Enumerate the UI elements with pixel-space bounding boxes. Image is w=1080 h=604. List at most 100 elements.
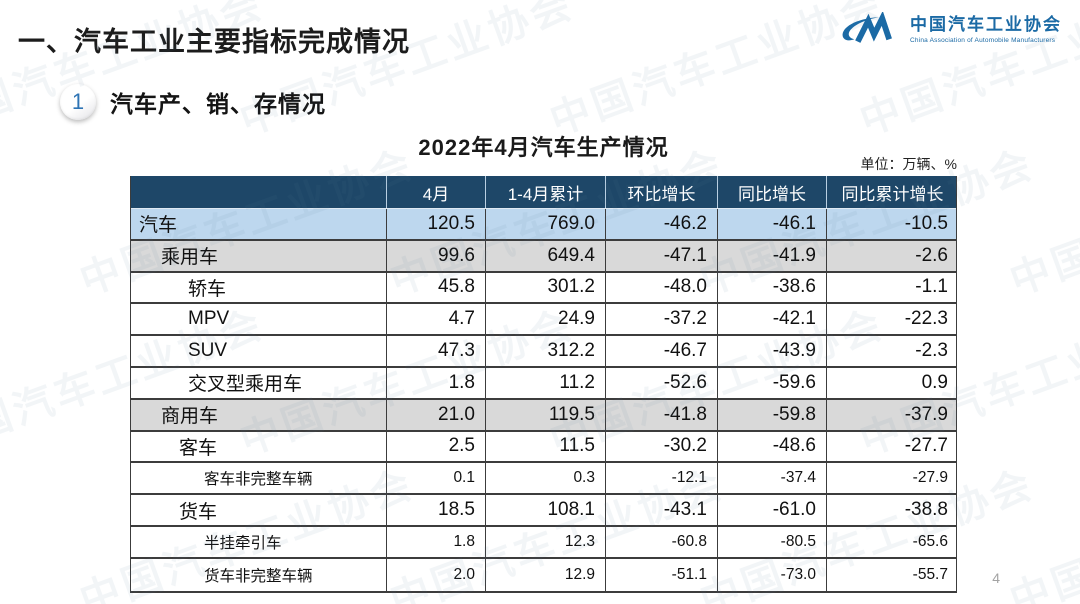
page-title: 一、汽车工业主要指标完成情况 (18, 27, 410, 57)
table-title: 2022年4月汽车生产情况 (418, 135, 669, 160)
row-label: 客车 (131, 431, 387, 462)
cell-month: 1.8 (387, 367, 486, 398)
section-title: 汽车产、销、存情况 (110, 91, 326, 117)
cell-yoy-cum: -2.3 (915, 340, 948, 362)
section-number-badge: 1 (60, 84, 96, 120)
cell-cumulative: 12.3 (486, 526, 606, 557)
cell-yoy-cum: -2.6 (915, 244, 948, 266)
cell-mom: -46.7 (606, 336, 718, 366)
row-label: 半挂牵引车 (131, 526, 387, 557)
production-table: 4月 1-4月累计 环比增长 同比增长 同比累计增长 汽车 120.5 769.… (130, 176, 957, 593)
cell-cumulative: 0.3 (486, 463, 606, 494)
row-label: 乘用车 (131, 240, 387, 271)
cell-month: 21.0 (387, 399, 486, 430)
cell-mom: -60.8 (606, 526, 718, 557)
cam-swoosh-icon (838, 12, 902, 48)
table-row: 汽车 120.5 769.0 -46.2 -46.1 -10.5 (131, 209, 956, 241)
row-label: 货车 (131, 495, 387, 525)
table-row: SUV 47.3 312.2 -46.7 -43.9 -2.3 (131, 336, 956, 368)
table-row: 轿车 45.8 301.2 -48.0 -38.6 -1.1 (131, 272, 956, 305)
row-label: 货车非完整车辆 (131, 558, 387, 591)
cell-yoy: -61.0 (718, 495, 827, 525)
cell-yoy: -43.9 (718, 336, 827, 366)
cell-cumulative: 11.5 (486, 431, 606, 462)
cell-yoy-cum: -38.8 (904, 499, 948, 521)
cell-yoy: -46.1 (718, 209, 827, 239)
cell-mom: -47.1 (606, 240, 718, 271)
association-logo: 中国汽车工业协会 China Association of Automobile… (838, 12, 1062, 48)
cell-month: 2.5 (387, 431, 486, 462)
row-label: MPV (131, 304, 387, 335)
cell-cumulative: 12.9 (486, 558, 606, 591)
cell-yoy-cum: -10.5 (904, 212, 948, 234)
table-row: 客车 2.5 11.5 -30.2 -48.6 -27.7 (131, 431, 956, 464)
row-label: 商用车 (131, 399, 387, 430)
header-cell-yoy: 同比增长 (718, 176, 827, 208)
cell-month: 47.3 (387, 336, 486, 366)
cell-yoy-cum: -1.1 (915, 276, 948, 298)
cell-yoy-cum: 0.9 (921, 371, 948, 393)
cell-mom: -12.1 (606, 463, 718, 494)
cell-yoy: -73.0 (718, 558, 827, 591)
cell-yoy: -37.4 (718, 463, 827, 494)
cell-month: 120.5 (387, 209, 486, 239)
cell-cumulative: 108.1 (486, 495, 606, 525)
row-label: 交叉型乘用车 (131, 367, 387, 398)
watermark-text: 中国汽车工业协会 (1004, 461, 1080, 604)
cell-month: 45.8 (387, 272, 486, 303)
cell-mom: -52.6 (606, 367, 718, 398)
cell-cumulative: 312.2 (486, 336, 606, 366)
table-row: 货车非完整车辆 2.0 12.9 -51.1 -73.0 -55.7 (131, 558, 956, 591)
cell-month: 4.7 (387, 304, 486, 335)
logo-text: 中国汽车工业协会 China Association of Automobile… (910, 15, 1062, 44)
cell-yoy-cum: -27.9 (912, 469, 948, 487)
cell-cumulative: 24.9 (486, 304, 606, 335)
header-cell-yoy-cum: 同比累计增长 (841, 184, 944, 204)
cell-yoy-cum: -22.3 (904, 308, 948, 330)
cell-yoy: -41.9 (718, 240, 827, 271)
cell-cumulative: 769.0 (486, 209, 606, 239)
watermark-text: 中国汽车工业协会 (1004, 141, 1080, 304)
cell-yoy: -48.6 (718, 431, 827, 462)
cell-mom: -48.0 (606, 272, 718, 303)
cell-yoy-cum: -27.7 (904, 435, 948, 457)
cell-month: 99.6 (387, 240, 486, 271)
page-number: 4 (992, 570, 1000, 586)
table-header-row: 4月 1-4月累计 环比增长 同比增长 同比累计增长 (131, 176, 956, 209)
logo-cn-name: 中国汽车工业协会 (910, 15, 1062, 35)
cell-yoy: -59.8 (718, 399, 827, 430)
row-label: 客车非完整车辆 (131, 463, 387, 494)
table-row: 半挂牵引车 1.8 12.3 -60.8 -80.5 -65.6 (131, 526, 956, 559)
cell-month: 2.0 (387, 558, 486, 591)
table-row: 客车非完整车辆 0.1 0.3 -12.1 -37.4 -27.9 (131, 463, 956, 496)
header-cell-category (131, 176, 387, 208)
cell-mom: -43.1 (606, 495, 718, 525)
header-cell-month: 4月 (387, 176, 486, 208)
table-row: 商用车 21.0 119.5 -41.8 -59.8 -37.9 (131, 399, 956, 432)
cell-yoy: -80.5 (718, 526, 827, 557)
cell-mom: -51.1 (606, 558, 718, 591)
cell-mom: -37.2 (606, 304, 718, 335)
cell-yoy-cum: -37.9 (904, 403, 948, 425)
cell-yoy: -42.1 (718, 304, 827, 335)
section-heading: 1 汽车产、销、存情况 (60, 84, 326, 120)
cell-mom: -30.2 (606, 431, 718, 462)
header-cell-mom: 环比增长 (606, 176, 718, 208)
table-row: 货车 18.5 108.1 -43.1 -61.0 -38.8 (131, 495, 956, 527)
cell-cumulative: 119.5 (486, 399, 606, 430)
header-cell-cumulative: 1-4月累计 (486, 176, 606, 208)
row-label: SUV (131, 336, 387, 366)
row-label: 轿车 (131, 272, 387, 303)
cell-mom: -41.8 (606, 399, 718, 430)
logo-en-name: China Association of Automobile Manufact… (910, 36, 1056, 44)
cell-yoy-cum: -55.7 (912, 565, 948, 583)
cell-mom: -46.2 (606, 209, 718, 239)
cell-yoy: -59.6 (718, 367, 827, 398)
unit-note: 单位：万辆、% (860, 156, 957, 172)
cell-cumulative: 11.2 (486, 367, 606, 398)
cell-month: 1.8 (387, 526, 486, 557)
cell-month: 18.5 (387, 495, 486, 525)
table-row: 交叉型乘用车 1.8 11.2 -52.6 -59.6 0.9 (131, 367, 956, 400)
table-row: MPV 4.7 24.9 -37.2 -42.1 -22.3 (131, 304, 956, 337)
